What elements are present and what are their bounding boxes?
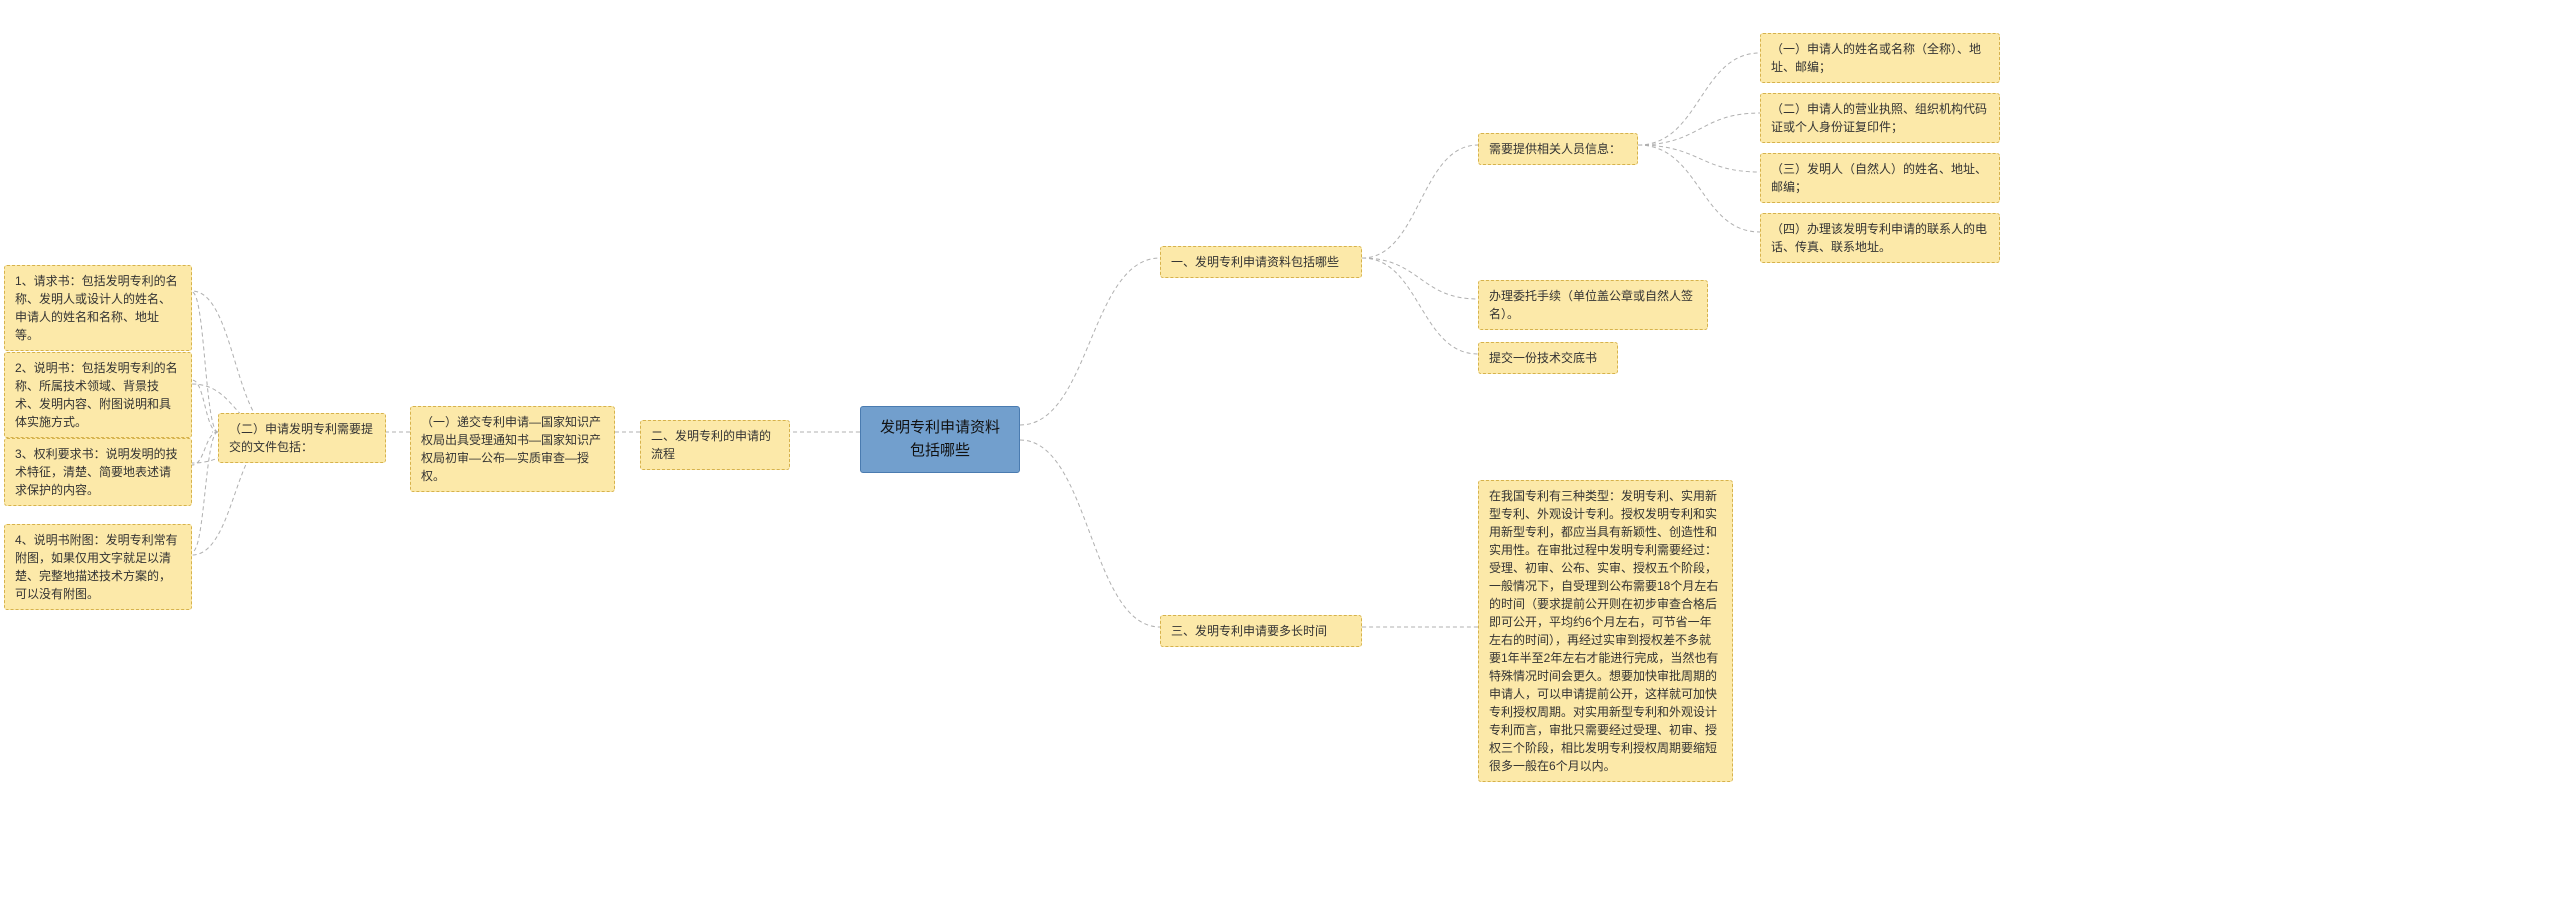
section1-sub1-label: 需要提供相关人员信息： (1489, 142, 1621, 156)
section2-sub2-item2: 2、说明书：包括发明专利的名称、所属技术领域、背景技术、发明内容、附图说明和具体… (4, 352, 192, 438)
leaf-text: （二）申请发明专利需要提交的文件包括： (229, 422, 373, 454)
leaf-text: （二）申请人的营业执照、组织机构代码证或个人身份证复印件； (1771, 102, 1987, 134)
section1-node: 一、发明专利申请资料包括哪些 (1160, 246, 1362, 278)
leaf-text: 办理委托手续（单位盖公章或自然人签名）。 (1489, 289, 1693, 321)
leaf-text: 3、权利要求书：说明发明的技术特征，清楚、简要地表述请求保护的内容。 (15, 447, 178, 497)
leaf-text: 提交一份技术交底书 (1489, 351, 1597, 365)
section1-sub1-node: 需要提供相关人员信息： (1478, 133, 1638, 165)
section1-sub1-item4: （四）办理该发明专利申请的联系人的电话、传真、联系地址。 (1760, 213, 2000, 263)
section1-label: 一、发明专利申请资料包括哪些 (1171, 255, 1339, 269)
leaf-text: 在我国专利有三种类型：发明专利、实用新型专利、外观设计专利。授权发明专利和实用新… (1489, 489, 1718, 773)
section2-sub2-item1: 1、请求书：包括发明专利的名称、发明人或设计人的姓名、申请人的姓名和名称、地址等… (4, 265, 192, 351)
leaf-text: （三）发明人（自然人）的姓名、地址、邮编； (1771, 162, 1987, 194)
leaf-text: （一）递交专利申请—国家知识产权局出具受理通知书—国家知识产权局初审—公布—实质… (421, 415, 601, 483)
section2-sub2-item4: 4、说明书附图：发明专利常有附图，如果仅用文字就足以清楚、完整地描述技术方案的，… (4, 524, 192, 610)
section3-detail-node: 在我国专利有三种类型：发明专利、实用新型专利、外观设计专利。授权发明专利和实用新… (1478, 480, 1733, 782)
section1-sub3-node: 提交一份技术交底书 (1478, 342, 1618, 374)
section2-label: 二、发明专利的申请的流程 (651, 429, 771, 461)
section2-sub2-node: （二）申请发明专利需要提交的文件包括： (218, 413, 386, 463)
section1-sub1-item3: （三）发明人（自然人）的姓名、地址、邮编； (1760, 153, 2000, 203)
leaf-text: 2、说明书：包括发明专利的名称、所属技术领域、背景技术、发明内容、附图说明和具体… (15, 361, 178, 429)
leaf-text: 4、说明书附图：发明专利常有附图，如果仅用文字就足以清楚、完整地描述技术方案的，… (15, 533, 178, 601)
leaf-text: 1、请求书：包括发明专利的名称、发明人或设计人的姓名、申请人的姓名和名称、地址等… (15, 274, 178, 342)
leaf-text: （四）办理该发明专利申请的联系人的电话、传真、联系地址。 (1771, 222, 1987, 254)
section1-sub2-node: 办理委托手续（单位盖公章或自然人签名）。 (1478, 280, 1708, 330)
root-node: 发明专利申请资料包括哪些 (860, 406, 1020, 473)
section1-sub1-item1: （一）申请人的姓名或名称（全称）、地址、邮编； (1760, 33, 2000, 83)
root-label: 发明专利申请资料包括哪些 (880, 419, 1000, 459)
section1-sub1-item2: （二）申请人的营业执照、组织机构代码证或个人身份证复印件； (1760, 93, 2000, 143)
section3-label: 三、发明专利申请要多长时间 (1171, 624, 1327, 638)
leaf-text: （一）申请人的姓名或名称（全称）、地址、邮编； (1771, 42, 1981, 74)
section2-node: 二、发明专利的申请的流程 (640, 420, 790, 470)
section3-node: 三、发明专利申请要多长时间 (1160, 615, 1362, 647)
section2-sub1-node: （一）递交专利申请—国家知识产权局出具受理通知书—国家知识产权局初审—公布—实质… (410, 406, 615, 492)
section2-sub2-item3: 3、权利要求书：说明发明的技术特征，清楚、简要地表述请求保护的内容。 (4, 438, 192, 506)
